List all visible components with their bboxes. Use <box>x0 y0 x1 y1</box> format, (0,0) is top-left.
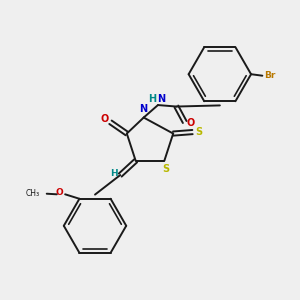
Text: Br: Br <box>264 71 275 80</box>
Text: N: N <box>158 94 166 103</box>
Text: N: N <box>139 104 147 114</box>
Text: O: O <box>187 118 195 128</box>
Text: O: O <box>101 114 109 124</box>
Text: H: H <box>148 94 157 103</box>
Text: S: S <box>162 164 169 174</box>
Text: O: O <box>55 188 63 197</box>
Text: H: H <box>110 169 118 178</box>
Text: CH₃: CH₃ <box>26 189 40 198</box>
Text: S: S <box>196 127 202 137</box>
